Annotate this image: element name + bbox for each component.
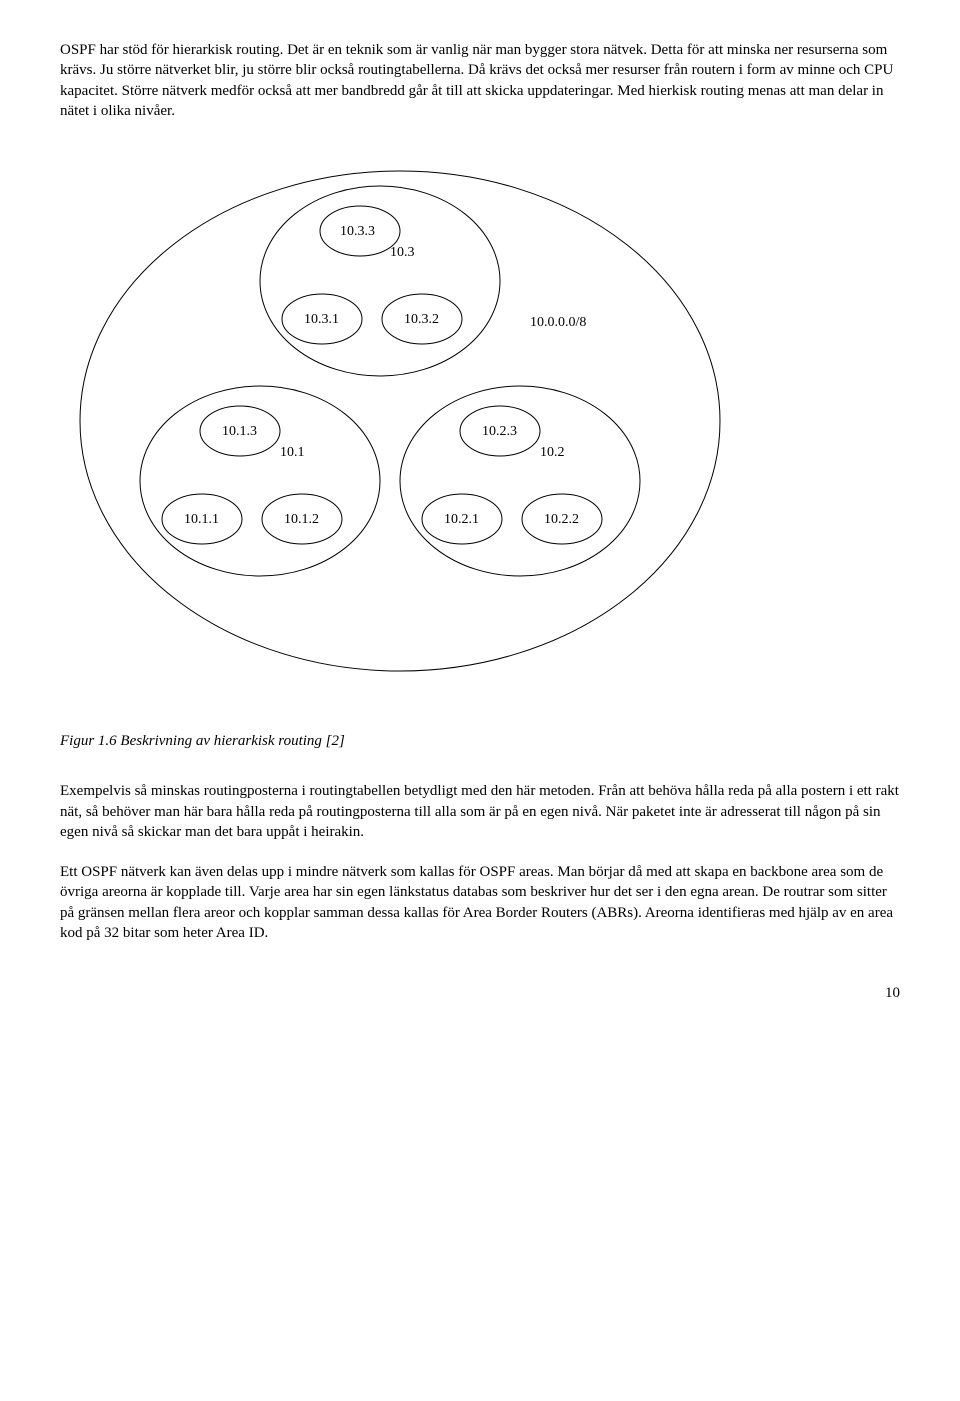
intro-paragraph: OSPF har stöd för hierarkisk routing. De…: [60, 40, 900, 121]
figure-caption: Figur 1.6 Beskrivning av hierarkisk rout…: [60, 731, 900, 751]
svg-text:10.2.1: 10.2.1: [444, 512, 479, 527]
hierarchical-routing-diagram: 10.0.0.0/8 10.3 10.3.3 10.3.1 10.3.2 10.1 10.1…: [60, 151, 900, 691]
ospf-areas-paragraph: Ett OSPF nätverk kan även delas upp i mi…: [60, 862, 900, 943]
svg-text:10.3.1: 10.3.1: [304, 312, 339, 327]
svg-text:10.1.2: 10.1.2: [284, 512, 319, 527]
svg-text:10.1.1: 10.1.1: [184, 512, 219, 527]
svg-text:10.1.3: 10.1.3: [222, 424, 257, 439]
diagram-svg: 10.0.0.0/8 10.3 10.3.3 10.3.1 10.3.2 10.1 10.1…: [60, 151, 760, 691]
svg-text:10.3: 10.3: [390, 245, 415, 260]
svg-text:10.1: 10.1: [280, 445, 305, 460]
svg-text:10.0.0.0/8: 10.0.0.0/8: [530, 315, 586, 330]
example-paragraph: Exempelvis så minskas routingposterna i …: [60, 781, 900, 842]
svg-text:10.3.2: 10.3.2: [404, 312, 439, 327]
svg-text:10.2: 10.2: [540, 445, 565, 460]
svg-text:10.3.3: 10.3.3: [340, 224, 375, 239]
svg-text:10.2.3: 10.2.3: [482, 424, 517, 439]
svg-text:10.2.2: 10.2.2: [544, 512, 579, 527]
page-number: 10: [60, 983, 900, 1003]
